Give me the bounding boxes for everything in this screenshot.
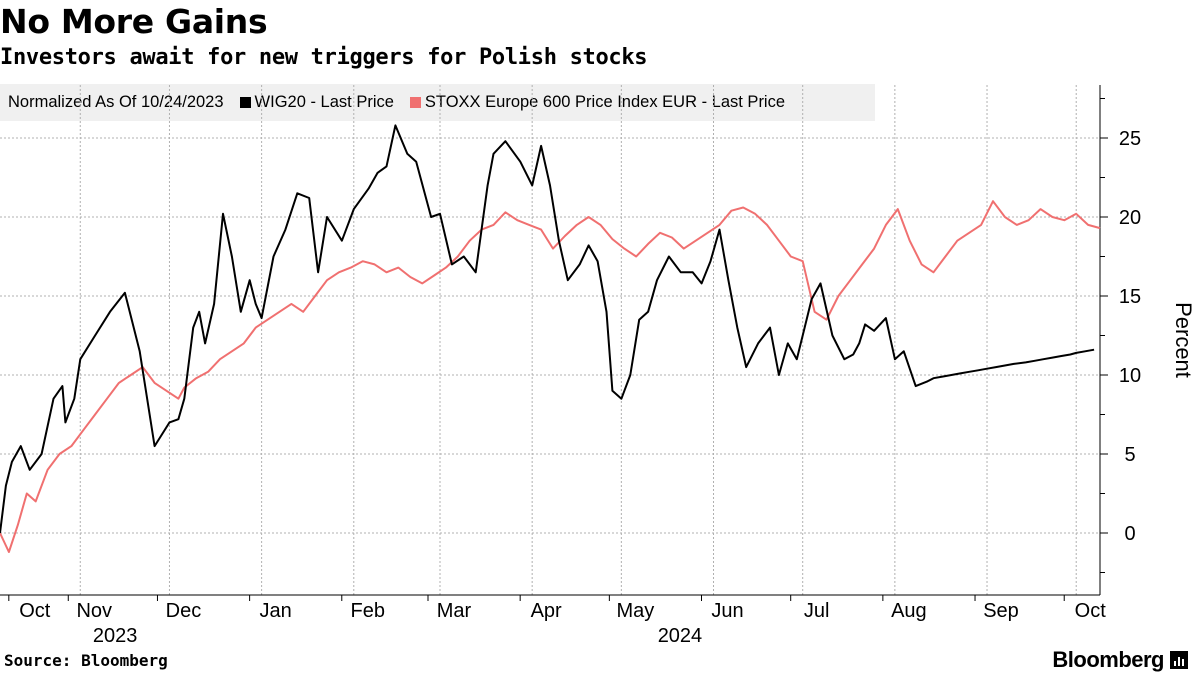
chart-subtitle: Investors await for new triggers for Pol… — [0, 45, 648, 70]
chart-title: No More Gains — [0, 2, 268, 41]
x-tick-label: Oct — [1075, 600, 1107, 622]
wig20-line — [0, 124, 1095, 534]
y-tick-label: 20 — [1119, 207, 1141, 229]
legend-entry-wig20: WIG20 - Last Price — [239, 93, 394, 112]
y-tick-label: 5 — [1124, 444, 1135, 466]
x-year-label: 2024 — [658, 625, 703, 647]
x-tick-label: Feb — [351, 600, 385, 622]
legend: Normalized As Of 10/24/2023 WIG20 - Last… — [0, 84, 875, 121]
bloomberg-terminal-icon — [1170, 651, 1188, 669]
x-tick-label: Sep — [983, 600, 1019, 622]
y-axis-label: Percent — [1171, 302, 1196, 378]
x-tick-label: Aug — [891, 600, 927, 622]
x-tick-label: Oct — [19, 600, 51, 622]
x-year-label: 2023 — [93, 625, 138, 647]
y-tick-label: 25 — [1119, 128, 1141, 150]
x-tick-label: Jul — [804, 600, 830, 622]
stoxx-line — [0, 200, 1101, 553]
brand-logo: Bloomberg — [1052, 647, 1188, 673]
brand-wordmark: Bloomberg — [1052, 647, 1164, 672]
x-tick-label: Jun — [711, 600, 743, 622]
x-tick-label: Nov — [76, 600, 112, 622]
legend-label-wig20: WIG20 - Last Price — [254, 93, 394, 111]
source-note: Source: Bloomberg — [4, 651, 168, 670]
y-tick-label: 15 — [1119, 286, 1141, 308]
legend-swatch-stoxx — [409, 97, 421, 108]
x-tick-label: May — [616, 600, 654, 622]
y-tick-label: 0 — [1124, 523, 1135, 545]
x-tick-label: Jan — [259, 600, 291, 622]
x-tick-label: Mar — [437, 600, 472, 622]
x-tick-label: Dec — [166, 600, 202, 622]
legend-swatch-wig20 — [239, 97, 251, 108]
x-tick-label: Apr — [531, 600, 562, 622]
legend-label-stoxx: STOXX Europe 600 Price Index EUR - Last … — [424, 93, 786, 111]
legend-entry-stoxx: STOXX Europe 600 Price Index EUR - Last … — [409, 93, 786, 112]
y-tick-label: 10 — [1119, 365, 1141, 387]
